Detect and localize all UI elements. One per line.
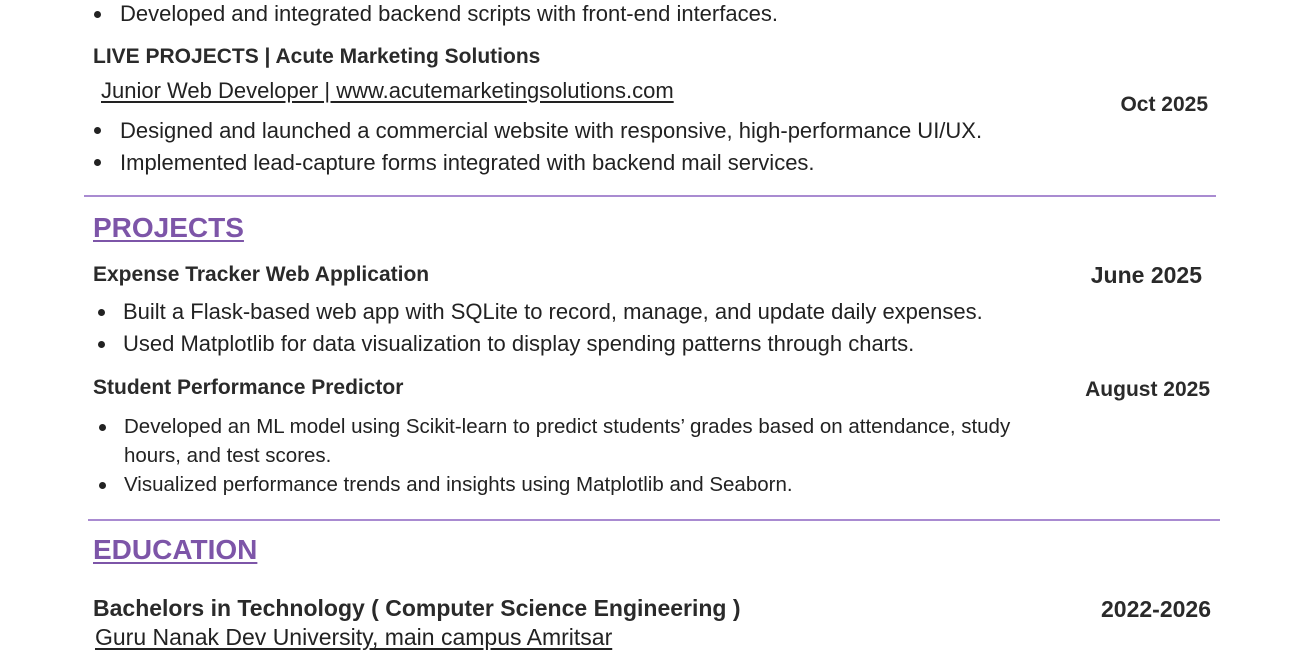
live-projects-date: Oct 2025 <box>1120 93 1208 116</box>
role-website-link[interactable]: Junior Web Developer | www.acutemarketin… <box>101 78 674 103</box>
bullet-icon <box>94 11 101 18</box>
institution-link[interactable]: Guru Nanak Dev University, main campus A… <box>95 624 613 650</box>
bullet-icon <box>94 127 101 134</box>
project-bullet: Built a Flask-based web app with SQLite … <box>123 299 983 324</box>
degree-title: Bachelors in Technology ( Computer Scien… <box>93 595 741 621</box>
projects-heading: PROJECTS <box>93 212 244 243</box>
education-date: 2022-2026 <box>1101 596 1211 622</box>
bullet-icon <box>99 424 106 431</box>
live-projects-bullet: Implemented lead-capture forms integrate… <box>120 150 815 175</box>
bullet-icon <box>94 159 101 166</box>
live-projects-title: LIVE PROJECTS | Acute Marketing Solution… <box>93 45 541 68</box>
bullet-icon <box>99 482 106 489</box>
project-bullet: Visualized performance trends and insigh… <box>124 473 793 496</box>
education-heading: EDUCATION <box>93 534 258 565</box>
project-bullet-continuation: hours, and test scores. <box>124 444 332 467</box>
experience-bullet: Developed and integrated backend scripts… <box>120 1 778 26</box>
bullet-icon <box>98 309 105 316</box>
project-date: August 2025 <box>1085 378 1210 401</box>
project-title: Expense Tracker Web Application <box>93 263 430 286</box>
project-bullet: Used Matplotlib for data visualization t… <box>123 331 915 356</box>
project-title: Student Performance Predictor <box>93 376 404 399</box>
project-bullet: Developed an ML model using Scikit-learn… <box>124 415 1011 438</box>
section-divider <box>84 195 1216 197</box>
section-divider <box>88 519 1220 521</box>
bullet-icon <box>98 341 105 348</box>
project-date: June 2025 <box>1090 262 1202 288</box>
live-projects-bullet: Designed and launched a commercial websi… <box>120 118 983 143</box>
